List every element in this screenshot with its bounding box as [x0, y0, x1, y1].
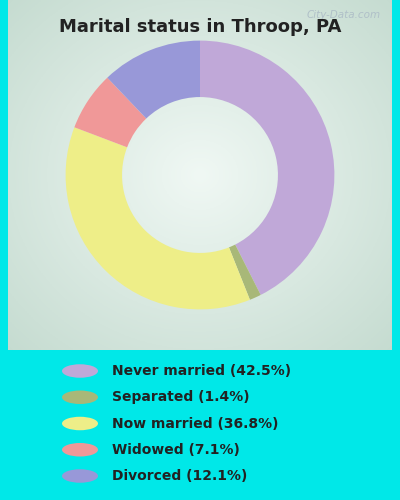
Wedge shape [74, 78, 146, 148]
Text: Separated (1.4%): Separated (1.4%) [112, 390, 250, 404]
Circle shape [62, 417, 98, 430]
Text: Widowed (7.1%): Widowed (7.1%) [112, 443, 240, 457]
Text: Marital status in Throop, PA: Marital status in Throop, PA [59, 18, 341, 36]
Text: Never married (42.5%): Never married (42.5%) [112, 364, 291, 378]
Circle shape [62, 443, 98, 456]
Circle shape [62, 364, 98, 378]
Wedge shape [229, 244, 261, 300]
Text: Now married (36.8%): Now married (36.8%) [112, 416, 278, 430]
Circle shape [62, 469, 98, 483]
Circle shape [62, 390, 98, 404]
Wedge shape [66, 127, 250, 310]
Wedge shape [200, 40, 334, 295]
Text: Divorced (12.1%): Divorced (12.1%) [112, 469, 247, 483]
Text: City-Data.com: City-Data.com [306, 10, 380, 20]
Wedge shape [107, 40, 200, 118]
